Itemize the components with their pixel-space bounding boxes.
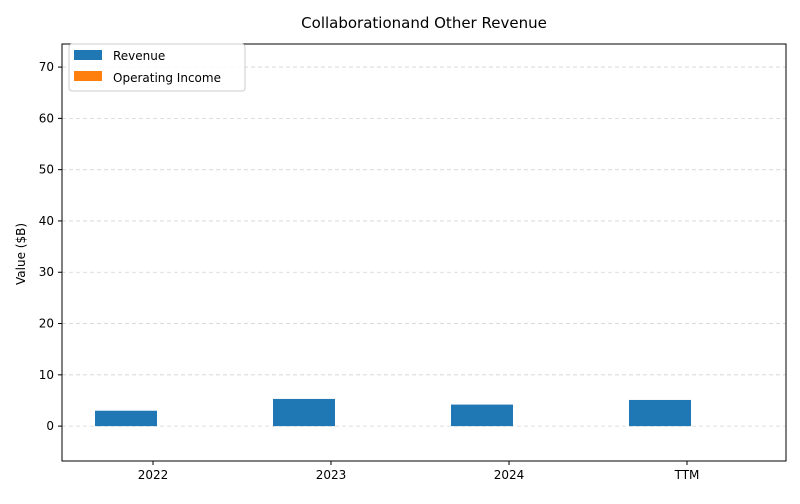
y-tick-label-10: 10 [39,368,54,382]
y-tick-label-50: 50 [39,163,54,177]
y-tick-label-0: 0 [46,419,54,433]
y-tick-label-30: 30 [39,265,54,279]
y-tick-label-60: 60 [39,111,54,125]
x-tick-label-ttm: TTM [674,468,700,482]
bars [95,399,753,426]
gridlines [62,67,786,426]
y-tick-label-70: 70 [39,60,54,74]
legend-label-revenue: Revenue [113,49,165,63]
y-ticks: 0 10 20 30 40 50 60 70 [39,60,62,433]
legend-label-operating-income: Operating Income [113,71,221,85]
y-tick-label-20: 20 [39,317,54,331]
legend: Revenue Operating Income [69,44,245,91]
chart-title: Collaborationand Other Revenue [301,14,547,32]
plot-frame [62,44,786,461]
bar-revenue-ttm [629,400,691,426]
bar-revenue-2024 [451,405,513,427]
x-ticks: 2022 2023 2024 TTM [138,461,700,482]
y-tick-label-40: 40 [39,214,54,228]
bar-revenue-2023 [273,399,335,426]
y-axis-label: Value ($B) [14,223,28,285]
x-tick-label-2024: 2024 [494,468,525,482]
legend-swatch-revenue [74,50,102,60]
x-tick-label-2022: 2022 [138,468,169,482]
legend-swatch-operating-income [74,71,102,81]
bar-revenue-2022 [95,411,157,426]
x-tick-label-2023: 2023 [316,468,347,482]
